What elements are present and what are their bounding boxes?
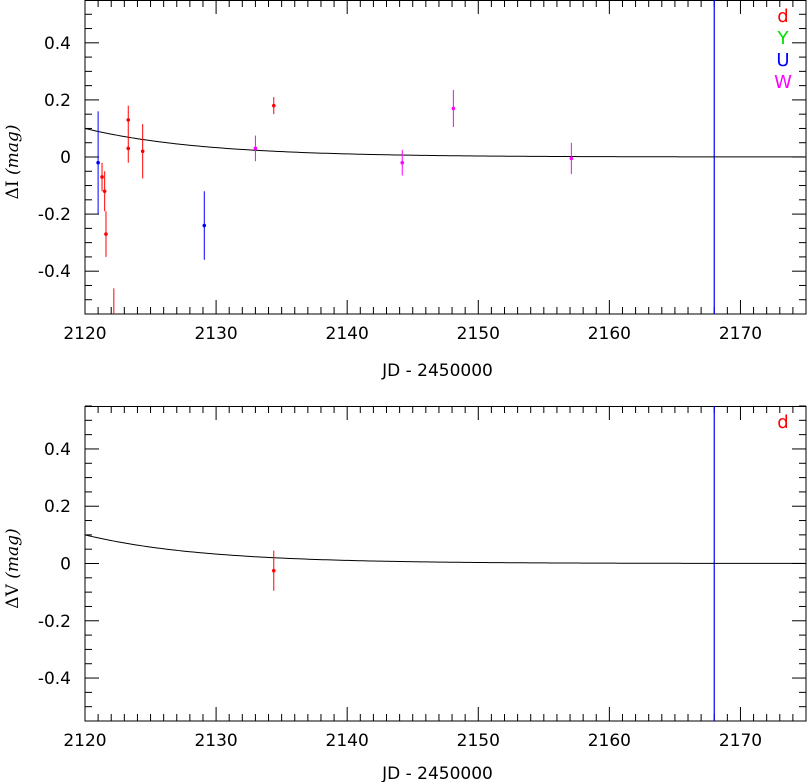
series-U — [96, 111, 207, 260]
x-tick-label: 2130 — [194, 731, 237, 751]
y-tick-label: 0.4 — [44, 34, 71, 54]
data-point — [253, 146, 258, 151]
x-tick-label: 2140 — [326, 731, 369, 751]
y-tick-label: -0.2 — [38, 612, 71, 632]
data-point — [112, 326, 116, 330]
y-tick-label: -0.4 — [38, 262, 71, 282]
legend-entry: U — [776, 50, 789, 71]
panel-v-band: 2120 2130 2140 2150 2160 2170 -0.4 -0.2 0 0.2 0.4 J… — [3, 405, 807, 782]
plot-area — [85, 406, 806, 721]
data-point — [126, 118, 131, 122]
y-axis-unit: (mag) — [3, 125, 23, 175]
y-tick-label: 0 — [60, 148, 71, 168]
model-curve — [85, 127, 806, 158]
data-point — [451, 106, 456, 111]
y-tick-label: 0.2 — [44, 91, 71, 111]
legend-entry: d — [777, 6, 788, 27]
x-tick-label: 2120 — [63, 324, 106, 344]
data-point — [569, 156, 574, 161]
legend-entry: d — [777, 412, 788, 433]
legend-entry: Y — [777, 28, 790, 49]
x-axis-label: JD - 2450000 — [381, 764, 493, 782]
data-point — [140, 149, 145, 154]
x-tick-label: 2130 — [194, 324, 237, 344]
y-tick-label: 0 — [60, 555, 71, 575]
plot-area — [85, 0, 806, 330]
x-tick-label: 2120 — [63, 731, 106, 751]
y-tick-label: -0.4 — [38, 669, 71, 689]
data-point — [271, 568, 276, 573]
x-tick-label: 2140 — [326, 324, 369, 344]
model-curve — [85, 534, 806, 564]
x-tick-label: 2150 — [457, 324, 500, 344]
y-axis-symbol: ΔV — [3, 579, 23, 609]
y-axis-unit: (mag) — [3, 528, 23, 578]
x-tick-label: 2170 — [719, 324, 762, 344]
y-tick-label: -0.2 — [38, 205, 71, 225]
data-point — [96, 160, 100, 165]
y-axis-label: ΔV (mag) — [3, 528, 23, 608]
data-point — [100, 175, 104, 179]
x-tick-label: 2170 — [719, 731, 762, 751]
y-tick-label: 0.2 — [44, 497, 71, 517]
data-point — [102, 189, 107, 194]
x-axis-label: JD - 2450000 — [381, 361, 493, 381]
y-tick-label: 0.4 — [44, 440, 71, 460]
data-point — [202, 223, 207, 228]
series-d — [271, 550, 276, 591]
data-point — [104, 232, 108, 236]
x-tick-label: 2160 — [588, 731, 631, 751]
data-point — [271, 103, 276, 108]
x-tick-label: 2160 — [588, 324, 631, 344]
series-d — [100, 97, 276, 330]
panel-i-band: 2120 2130 2140 2150 2160 2170 -0.4 -0.2 0 0.2 0.4 J… — [3, 0, 807, 381]
series-W — [253, 89, 574, 176]
data-point — [126, 146, 131, 151]
legend-entry: W — [774, 72, 792, 93]
y-axis-label: ΔI (mag) — [3, 125, 23, 200]
data-point — [400, 160, 405, 165]
x-tick-label: 2150 — [457, 731, 500, 751]
y-axis-symbol: ΔI — [3, 175, 23, 199]
legend: d — [777, 412, 788, 433]
